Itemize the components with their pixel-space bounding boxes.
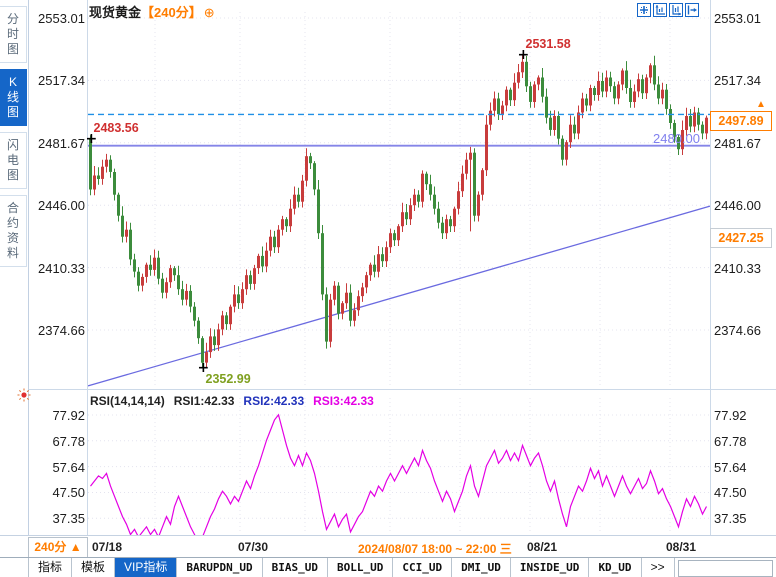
toolbar-tab-more[interactable]: 指标 [29, 558, 73, 577]
price-axis-label-r-0: 2553.01 [714, 11, 761, 26]
rsi-axis-label-l-4: 37.35 [52, 511, 85, 526]
rsi2-value: RSI2:42.33 [243, 394, 305, 408]
rsi-axis-label-r-4: 37.35 [714, 511, 747, 526]
rsi-axis-label-r-1: 67.78 [714, 434, 747, 449]
rsi-axis-label-r-2: 57.64 [714, 460, 747, 475]
rsi-axis-label-l-0: 77.92 [52, 408, 85, 423]
plot-right-divider [710, 0, 711, 535]
toolbar-tab-dmi_ud[interactable]: DMI_UD [452, 558, 511, 577]
rsi-axis-label-r-0: 77.92 [714, 408, 747, 423]
chart-toolbar-icons [637, 3, 699, 17]
toolbar-tab-more[interactable]: >> [642, 558, 675, 577]
time-tick-2: 2024/08/07 18:00 ~ 22:00 三 [358, 542, 512, 556]
price-axis-label-l-5: 2374.66 [38, 323, 85, 338]
sun-icon[interactable] [17, 388, 31, 407]
rsi-formula: RSI(14,14,14) [90, 394, 165, 408]
marker-label-1: 2531.58 [525, 37, 571, 51]
toolbar-tab-cci_ud[interactable]: CCI_UD [393, 558, 453, 577]
rsi-axis-label-l-2: 57.64 [52, 460, 85, 475]
sidebar-item-2[interactable]: K线图 [0, 69, 27, 126]
marker-label-0: 2483.56 [93, 121, 139, 135]
symbol-name: 现货黄金 [89, 5, 142, 20]
price-axis-label-l-3: 2446.00 [38, 198, 85, 213]
toolbar-tab-vip[interactable]: VIP指标 [115, 558, 178, 577]
time-tick-3: 08/21 [527, 540, 558, 554]
rsi-header: RSI(14,14,14) RSI1:42.33 RSI2:42.33 RSI3:42… [90, 394, 383, 408]
price-axis-label-r-5: 2374.66 [714, 323, 761, 338]
rsi3-value: RSI3:42.33 [313, 394, 374, 408]
period-button[interactable]: 240分 ▲ [28, 537, 88, 558]
price-axis-label-l-4: 2410.33 [38, 261, 85, 276]
price-up-triangle-icon: ▲ [756, 99, 766, 110]
toolbar-tab-bias_ud[interactable]: BIAS_UD [263, 558, 328, 577]
rsi1-value: RSI1:42.33 [173, 394, 235, 408]
toolbar-tab-inside_ud[interactable]: INSIDE_UD [511, 558, 590, 577]
rsi-axis-label-l-3: 47.50 [52, 485, 85, 500]
sidebar-item-4[interactable]: 合约资料 [0, 195, 27, 267]
toolbar-tab-kd_ud[interactable]: KD_UD [589, 558, 642, 577]
rsi-axis-label-r-3: 47.50 [714, 485, 747, 500]
sidebar-item-3[interactable]: 闪电图 [0, 132, 27, 189]
current-price-tag: 2497.89 [710, 111, 772, 131]
horizontal-line-label: 2480.00 [653, 131, 700, 146]
period-label: 【240分】 [141, 5, 202, 20]
marker-cross-1: + [517, 47, 530, 64]
price-axis-label-l-1: 2517.34 [38, 73, 85, 88]
time-tick-4: 08/31 [666, 540, 697, 554]
price-axis-label-r-4: 2410.33 [714, 261, 761, 276]
time-tick-1: 07/30 [238, 540, 269, 554]
toolbar-empty-box[interactable] [677, 560, 773, 577]
sidebar-item-1[interactable]: 分时图 [0, 6, 27, 63]
marker-cross-2: + [197, 359, 210, 376]
toolbar-corner [0, 558, 29, 577]
time-tick-0: 07/18 [92, 540, 123, 554]
circle-plus-icon[interactable]: ⊕ [203, 5, 215, 20]
price-axis-label-r-3: 2446.00 [714, 198, 761, 213]
plot-left-divider [87, 0, 88, 557]
crosshair-icon[interactable] [637, 3, 651, 17]
indicator-toolbar: 指标 模板 VIP指标 BARUPDN_UD BIAS_UD BOLL_UD CCI_UD D… [0, 557, 776, 577]
toolbar-tab-boll_ud[interactable]: BOLL_UD [328, 558, 394, 577]
marker-cross-0: + [85, 131, 98, 148]
axis-expand-icon[interactable] [669, 3, 683, 17]
level-2427-tag: 2427.25 [710, 228, 772, 248]
pan-right-icon[interactable] [685, 3, 699, 17]
marker-label-2: 2352.99 [205, 372, 251, 386]
axis-compress-icon[interactable] [653, 3, 667, 17]
price-axis-label-l-0: 2553.01 [38, 11, 85, 26]
toolbar-tab-barupdn_ud[interactable]: BARUPDN_UD [177, 558, 263, 577]
time-axis: 240分 ▲ 07/18 07/30 2024/08/07 18:00 ~ 22:0… [0, 535, 776, 558]
toolbar-tab-more[interactable]: 模板 [72, 558, 116, 577]
rsi-axis-label-l-1: 67.78 [52, 434, 85, 449]
toolbar-tabs: 指标 模板 VIP指标 BARUPDN_UD BIAS_UD BOLL_UD CCI_UD D… [29, 558, 675, 577]
arrow-up-icon: ▲ [69, 540, 82, 554]
sidebar: 分时图 K线图闪电图合约资料 [0, 0, 29, 577]
price-axis-label-r-2: 2481.67 [714, 136, 761, 151]
pane-divider[interactable] [28, 389, 776, 390]
price-axis-label-r-1: 2517.34 [714, 73, 761, 88]
chart-title: 现货黄金【240分】 ⊕ [89, 2, 215, 21]
price-axis-label-l-2: 2481.67 [38, 136, 85, 151]
